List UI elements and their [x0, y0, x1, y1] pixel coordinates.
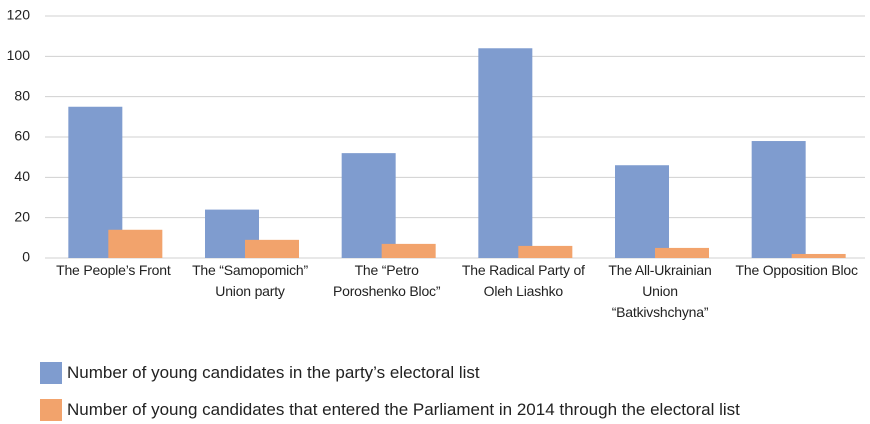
legend-entry: Number of young candidates that entered …: [40, 399, 740, 421]
x-tick-label: The People’s Front: [56, 262, 171, 278]
legend-entry: Number of young candidates in the party’…: [40, 362, 480, 384]
x-tick-label: The “Samopomich” Union party: [192, 262, 308, 299]
legend-swatch: [40, 399, 62, 421]
bar: [381, 243, 436, 258]
bar: [655, 247, 709, 258]
x-tick-label: The Radical Party of Oleh Liashko: [461, 262, 585, 299]
y-tick-label: 20: [14, 208, 30, 224]
y-tick-label: 40: [14, 168, 30, 184]
bar: [478, 48, 533, 259]
bar: [791, 253, 846, 258]
y-tick-label: 100: [7, 47, 31, 63]
legend-label: Number of young candidates that entered …: [67, 400, 740, 419]
y-tick-label: 120: [7, 7, 31, 23]
bar: [341, 153, 396, 258]
y-tick-label: 60: [14, 128, 30, 144]
legend-label: Number of young candidates in the party’…: [67, 363, 480, 382]
y-tick-label: 0: [22, 249, 30, 265]
x-tick-label: The Opposition Bloc: [735, 262, 858, 278]
bar: [518, 245, 573, 258]
bar: [108, 229, 163, 258]
bar: [615, 165, 669, 258]
x-tick-label: The All-Ukrainian Union “Batkivshchyna”: [608, 262, 712, 320]
bar: [751, 141, 806, 258]
legend-swatch: [40, 362, 62, 384]
y-tick-label: 80: [14, 87, 30, 103]
x-tick-label: The “Petro Poroshenko Bloc”: [333, 262, 441, 299]
bar: [245, 239, 299, 258]
